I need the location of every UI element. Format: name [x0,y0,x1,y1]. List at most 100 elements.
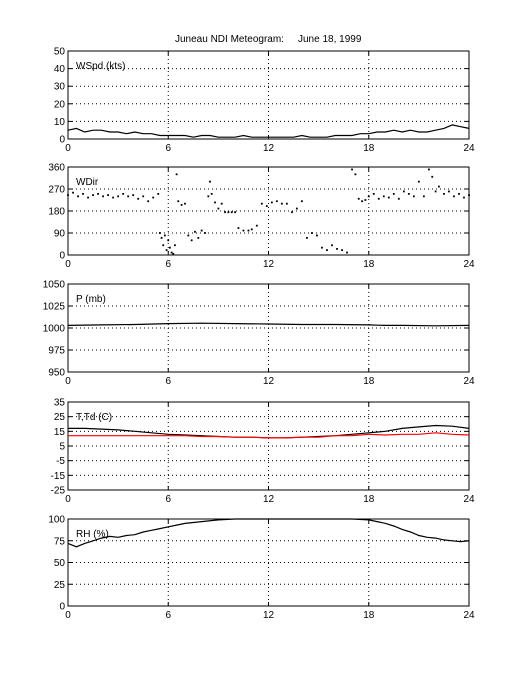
wdir-panel-point [234,211,236,214]
wdir-panel-point [117,195,120,198]
wdir-panel-point [122,192,125,195]
t-td-c-panel-ytick-label: 35 [54,398,66,409]
wdir-panel-point [207,195,210,198]
wdir-panel-point [137,197,140,200]
wdir-panel-point [351,168,353,171]
wdir-panel-series-1 [67,168,470,255]
wspd-kts-panel-series-1-line [67,124,470,138]
rh-panel-ytick-label: 75 [54,536,66,547]
wspd-kts-panel-ytick-label: 40 [54,64,66,75]
p-mb-panel-ytick-label: 1000 [43,324,66,335]
wdir-panel-point [321,246,323,249]
p-mb-panel-ytick-label: 975 [48,346,65,357]
wdir-panel-point [194,230,196,233]
t-td-c-panel-xtick-label: 24 [463,494,475,505]
wdir-panel-point [270,201,273,204]
wspd-kts-panel-label: WSpd (kts) [76,61,125,72]
wdir-panel-point [397,197,400,200]
wdir-panel-point [132,194,135,197]
wspd-kts-panel-ytick-label: 20 [54,99,66,110]
wdir-panel-point [230,211,233,214]
wdir-panel-point [237,227,240,230]
t-td-c-panel-ytick-label: 25 [54,412,66,423]
rh-panel-xtick-label: 6 [165,610,171,621]
wdir-panel-point [162,244,165,247]
wspd-kts-panel: 0 6 12 18 24 0 10 20 30 40 50 WSpd (kts) [54,47,475,155]
wdir-panel-point [331,244,333,247]
wdir-panel-ytick-label: 0 [59,251,65,262]
wdir-panel-point [87,196,89,199]
wdir-panel-point [463,196,465,199]
wdir-panel: 0 6 12 18 24 0 90 180 270 360 WDir [48,163,475,271]
rh-panel-label: RH (%) [76,529,109,540]
wdir-panel-point [209,180,211,183]
rh-panel: 0 6 12 18 24 0 25 50 75 100 RH (%) [48,515,475,622]
wdir-panel-point [217,207,220,210]
rh-panel-ytick-label: 50 [54,558,66,569]
rh-panel-xtick-label: 12 [263,610,275,621]
wdir-panel-point [296,207,298,210]
wdir-panel-point [77,195,79,198]
wdir-panel-ytick-label: 360 [48,163,65,174]
wdir-panel-point [250,228,253,231]
p-mb-panel-xtick-label: 18 [363,376,375,387]
wdir-panel-point [448,190,450,193]
wspd-kts-panel-xtick-label: 12 [263,143,275,154]
wdir-panel-point [265,205,268,208]
p-mb-panel-xtick-label: 24 [463,376,475,387]
t-td-c-panel-xtick-label: 6 [165,494,171,505]
wdir-panel-point [382,195,385,198]
wdir-panel-point [255,224,258,227]
p-mb-panel-ytick-label: 1050 [43,280,66,291]
wdir-panel-point [184,202,186,205]
wdir-panel-point [326,249,328,252]
wspd-kts-panel-xtick-label: 6 [165,143,171,154]
p-mb-panel-ytick-label: 1025 [43,302,66,313]
wdir-panel-point [260,202,263,205]
t-td-c-panel-ytick-label: 15 [54,427,66,438]
t-td-c-panel-ytick-label: -25 [51,486,66,497]
wdir-panel-point [247,229,250,232]
wdir-panel-point [357,197,360,200]
rh-panel-ytick-label: 25 [54,580,66,591]
wdir-panel-point [458,192,460,195]
wdir-panel-point [214,201,216,204]
wdir-panel-xtick-label: 6 [165,259,171,270]
rh-panel-xtick-label: 24 [463,610,475,621]
wdir-panel-point [407,192,410,195]
p-mb-panel-xtick-label: 6 [165,376,171,387]
wdir-panel-point [417,180,420,183]
wdir-panel-point [392,192,395,195]
t-td-c-panel-series-2-line [68,432,470,439]
wdir-panel-point [165,249,168,252]
wdir-panel-point [438,185,440,188]
wdir-panel-point [306,236,308,239]
wdir-panel-point [169,246,171,249]
wspd-kts-panel-ytick-label: 0 [59,135,65,146]
p-mb-panel-xtick-label: 0 [65,376,71,387]
wdir-panel-point [102,195,104,198]
wdir-panel-point [367,195,370,198]
wdir-panel-point [158,232,161,234]
wdir-panel-point [453,195,455,198]
wdir-panel-point [92,194,94,197]
rh-panel-series-1-line [67,518,470,548]
t-td-c-panel-xtick-label: 18 [363,494,375,505]
p-mb-panel-xtick-label: 12 [263,376,275,387]
wdir-panel-point [157,192,160,195]
wdir-panel-point [112,196,115,199]
t-td-c-panel-label: T,Td (C) [76,412,112,423]
wdir-panel-ytick-label: 90 [54,229,66,240]
wdir-panel-point [177,200,180,203]
wdir-panel-point [275,200,278,203]
wdir-panel-point [204,232,206,234]
wdir-panel-xtick-label: 12 [263,259,275,270]
figure-date: June 18, 1999 [298,34,362,45]
wdir-panel-point [422,195,425,198]
wdir-panel-point [468,194,470,197]
wdir-panel-point [290,211,293,214]
wdir-panel-point [67,194,69,197]
wdir-panel-point [82,192,84,195]
wdir-panel-point [160,236,163,239]
